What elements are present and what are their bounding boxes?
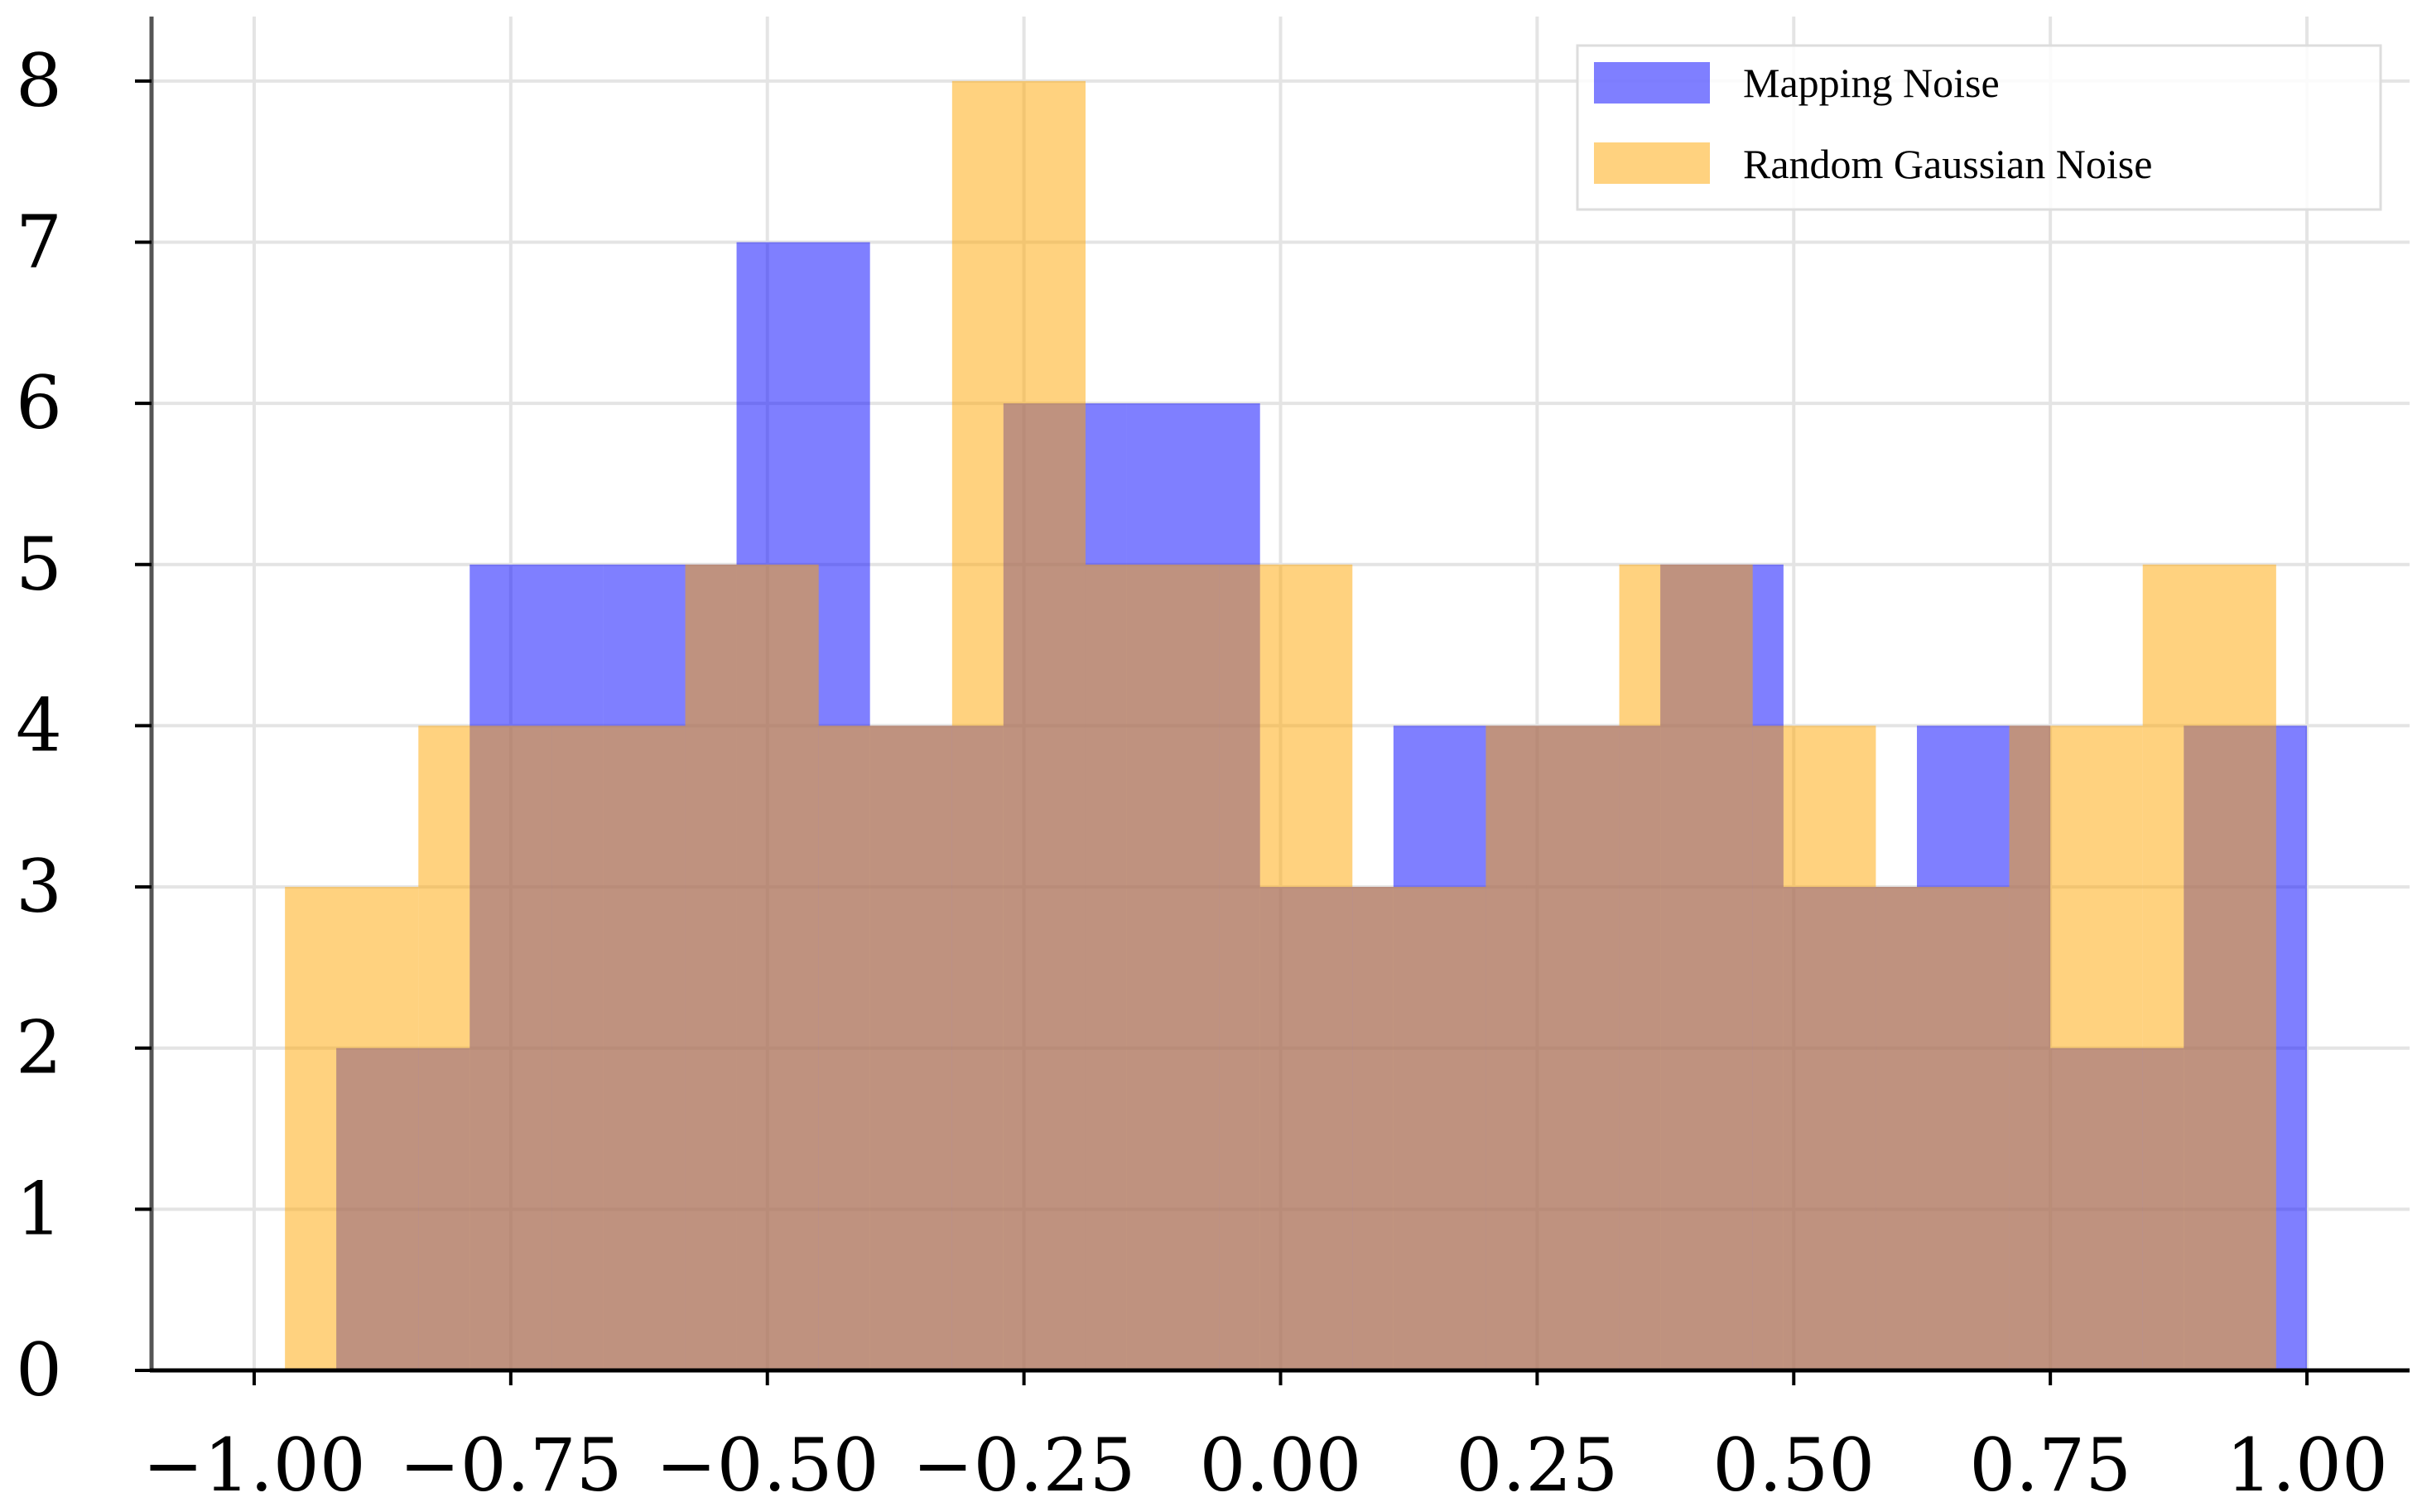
bar-random-gaussian-noise bbox=[1619, 564, 1753, 1370]
bar-random-gaussian-noise bbox=[418, 725, 552, 1370]
legend-swatch-mapping-noise bbox=[1594, 62, 1710, 104]
bar-random-gaussian-noise bbox=[1875, 887, 2010, 1370]
y-tick-label: 1 bbox=[16, 1166, 62, 1251]
y-tick-label: 8 bbox=[16, 38, 62, 123]
bar-random-gaussian-noise bbox=[685, 564, 819, 1370]
bar-random-gaussian-noise bbox=[551, 725, 686, 1370]
bar-random-gaussian-noise bbox=[2009, 725, 2143, 1370]
bar-random-gaussian-noise bbox=[1219, 564, 1353, 1370]
legend: Mapping Noise Random Gaussian Noise bbox=[1576, 44, 2382, 211]
x-tick-label: 0.25 bbox=[1456, 1423, 1618, 1508]
bar-random-gaussian-noise bbox=[2142, 564, 2276, 1370]
y-tick-label: 2 bbox=[16, 1005, 62, 1091]
y-tick-label: 5 bbox=[16, 522, 62, 607]
x-tick-label: 0.50 bbox=[1712, 1423, 1875, 1508]
x-tick-label: 0.75 bbox=[1969, 1423, 2131, 1508]
x-tick-label: 0.00 bbox=[1200, 1423, 1362, 1508]
x-tick-label: −0.50 bbox=[656, 1423, 879, 1508]
legend-label-mapping-noise: Mapping Noise bbox=[1743, 60, 2000, 106]
bar-random-gaussian-noise bbox=[818, 725, 952, 1370]
bar-random-gaussian-noise bbox=[1752, 725, 1876, 1370]
y-tick-label: 0 bbox=[16, 1327, 62, 1413]
x-tick-label: −1.00 bbox=[142, 1423, 366, 1508]
y-tick-label: 3 bbox=[16, 844, 62, 929]
y-tick-label: 4 bbox=[16, 682, 62, 768]
axes bbox=[135, 17, 2410, 1385]
series-random-gaussian-noise bbox=[285, 80, 2276, 1370]
bar-random-gaussian-noise bbox=[1485, 725, 1620, 1370]
bar-random-gaussian-noise bbox=[285, 887, 419, 1370]
legend-box bbox=[1576, 44, 2382, 211]
legend-swatch-random-gaussian-noise bbox=[1594, 142, 1710, 184]
bar-random-gaussian-noise bbox=[1352, 887, 1486, 1370]
legend-label-random-gaussian-noise: Random Gaussian Noise bbox=[1743, 141, 2152, 187]
bar-random-gaussian-noise bbox=[951, 80, 1086, 1370]
bar-random-gaussian-noise bbox=[1085, 564, 1220, 1370]
x-tick-label: −0.25 bbox=[912, 1423, 1136, 1508]
x-tick-label: 1.00 bbox=[2226, 1423, 2388, 1508]
histogram-bars bbox=[285, 80, 2308, 1371]
tick-labels: −1.00 −0.75 −0.50 −0.25 0.00 0.25 0.50 0.75 1.00… bbox=[16, 38, 2388, 1508]
y-tick-label: 6 bbox=[16, 360, 62, 445]
x-tick-label: −0.75 bbox=[399, 1423, 623, 1508]
y-tick-label: 7 bbox=[16, 200, 62, 285]
